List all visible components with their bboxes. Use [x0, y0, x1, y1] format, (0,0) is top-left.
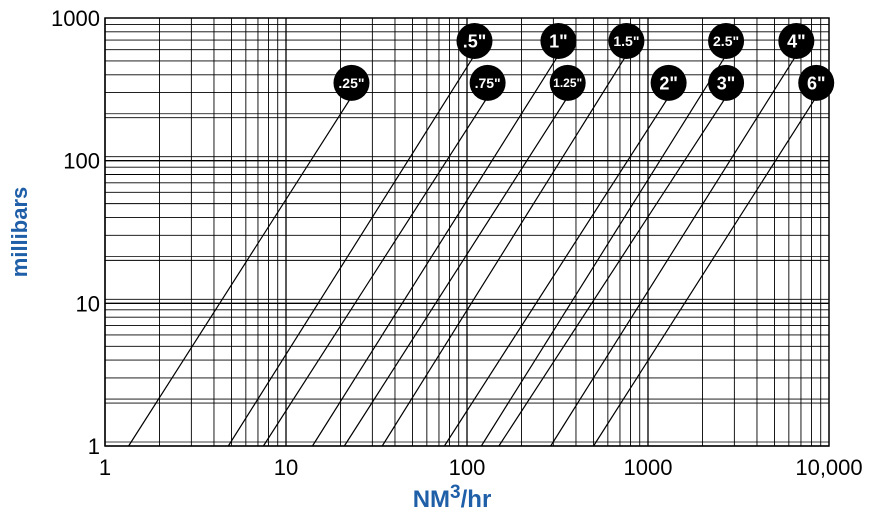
x-axis-title-rest: /hr — [461, 486, 492, 513]
series-line — [262, 96, 489, 447]
series-badge-label: 4" — [787, 32, 806, 52]
series-badge-label: 6" — [807, 73, 826, 93]
x-axis-title: NM3/hr — [413, 482, 492, 513]
grid — [104, 18, 829, 447]
series-badge — [778, 23, 815, 60]
series-line — [381, 54, 627, 447]
series-badge — [708, 23, 745, 60]
series-badge-label: .25" — [338, 75, 364, 91]
series-badge — [608, 23, 645, 60]
series-badges: .25" .5" .75" 1" 1.25" 1.5" 2" 2.5" 3" 4" 6" — [333, 23, 835, 101]
y-tick-label: 100 — [63, 149, 100, 174]
series-badge-label: 2" — [659, 73, 678, 93]
series-badge — [540, 23, 577, 60]
series-badge-label: 2.5" — [713, 33, 739, 49]
series-badge — [333, 64, 370, 101]
y-tick-label: 10 — [76, 291, 100, 316]
y-axis-title: millibars — [7, 187, 32, 277]
plot-frame — [104, 17, 830, 447]
series-badge — [456, 23, 493, 60]
series-badge — [549, 64, 586, 101]
series-line — [311, 54, 559, 447]
x-tick-label: 1000 — [624, 455, 673, 480]
y-tick-label: 1 — [88, 434, 100, 459]
series-badge — [469, 64, 506, 101]
x-tick-label: 1 — [99, 455, 111, 480]
series-badge — [650, 64, 687, 101]
series-badge — [708, 64, 745, 101]
series-line — [227, 54, 475, 447]
x-tick-label: 10,000 — [795, 455, 862, 480]
x-axis-title-sup: 3 — [450, 482, 461, 503]
tick-labels: 1 10 100 1000 10,000 1 10 100 1000 — [51, 6, 863, 480]
series-line — [550, 54, 797, 447]
series-line — [443, 96, 670, 447]
series-line — [128, 96, 352, 447]
series-badge — [798, 64, 835, 101]
y-tick-label: 1000 — [51, 6, 100, 31]
x-tick-label: 100 — [449, 455, 486, 480]
series-line — [593, 96, 817, 447]
series-line — [343, 96, 569, 447]
series-badge-label: 1" — [549, 32, 568, 52]
series-badge-label: 1.25" — [553, 76, 582, 90]
series-badge-label: .75" — [475, 75, 501, 91]
series-line — [498, 96, 727, 447]
series-badge-label: 1.5" — [613, 33, 639, 49]
series-badge-label: 3" — [717, 73, 736, 93]
x-axis-title-main: NM — [413, 486, 450, 513]
series-badge-label: .5" — [463, 32, 487, 52]
x-tick-label: 10 — [274, 455, 298, 480]
series-lines — [128, 54, 817, 447]
series-line — [480, 54, 727, 447]
